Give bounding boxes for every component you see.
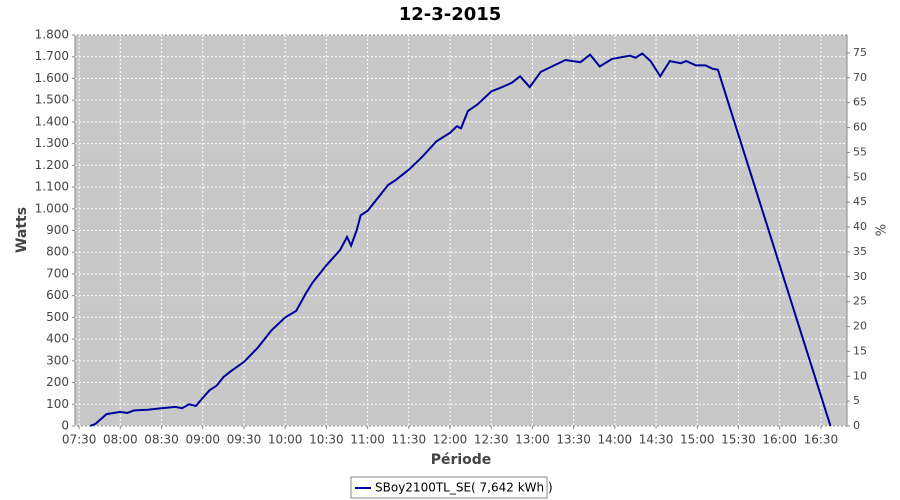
y2-tick-label: 20: [853, 320, 867, 333]
y-axis-label: Watts: [14, 207, 30, 253]
y2-tick-label: 25: [853, 295, 867, 308]
y-tick-label: 200: [46, 375, 69, 389]
y2-tick-label: 5: [853, 394, 860, 407]
y-tick-label: 0: [61, 419, 69, 433]
y-tick-label: 1.400: [35, 114, 69, 128]
x-tick-label: 09:30: [227, 433, 262, 447]
y-tick-label: 100: [46, 397, 69, 411]
y-tick-label: 500: [46, 310, 69, 324]
x-tick-label: 07:30: [62, 433, 97, 447]
y-tick-label: 1.800: [35, 28, 69, 42]
y-tick-label: 1.700: [35, 49, 69, 63]
x-tick-label: 08:00: [103, 433, 138, 447]
x-tick-label: 16:00: [762, 433, 797, 447]
y-tick-label: 800: [46, 245, 69, 259]
y-tick-label: 900: [46, 223, 69, 237]
x-tick-label: 13:30: [556, 433, 591, 447]
y-tick-label: 1.000: [35, 201, 69, 215]
y-tick-label: 300: [46, 353, 69, 367]
x-tick-label: 14:30: [639, 433, 674, 447]
y2-tick-label: 30: [853, 270, 867, 283]
y2-tick-label: 50: [853, 170, 867, 183]
y-tick-label: 400: [46, 332, 69, 346]
y2-tick-label: 40: [853, 220, 867, 233]
y2-tick-label: 35: [853, 245, 867, 258]
legend-box: [350, 476, 548, 499]
x-tick-label: 15:00: [680, 433, 715, 447]
x-tick-label: 09:00: [185, 433, 220, 447]
x-tick-label: 11:00: [350, 433, 385, 447]
y-tick-label: 1.100: [35, 180, 69, 194]
y-tick-label: 1.300: [35, 136, 69, 150]
x-tick-label: 11:30: [392, 433, 427, 447]
y-tick-label: 1.200: [35, 158, 69, 172]
y2-tick-label: 60: [853, 121, 867, 134]
y2-tick-label: 0: [853, 419, 860, 432]
y-tick-label: 1.600: [35, 71, 69, 85]
x-tick-label: 12:30: [474, 433, 509, 447]
y-tick-label: 600: [46, 288, 69, 302]
x-tick-label: 12:00: [433, 433, 468, 447]
x-tick-label: 14:00: [598, 433, 633, 447]
y-tick-label: 700: [46, 266, 69, 280]
x-tick-label: 08:30: [144, 433, 179, 447]
x-axis-label: Période: [431, 452, 492, 468]
y2-tick-label: 45: [853, 195, 867, 208]
x-tick-label: 10:00: [268, 433, 303, 447]
data-line: [89, 52, 832, 427]
y2-tick-label: 75: [853, 46, 867, 59]
y2-tick-label: 15: [853, 344, 867, 357]
chart-title: 12-3-2015: [399, 4, 502, 25]
y2-tick-label: 10: [853, 369, 867, 382]
x-tick-label: 15:30: [721, 433, 756, 447]
y2-tick-label: 65: [853, 96, 867, 109]
y-tick-label: 1.500: [35, 93, 69, 107]
x-tick-label: 16:30: [804, 433, 839, 447]
y2-tick-label: 55: [853, 145, 867, 158]
legend-label: SBoy2100TL_SE( 7,642 kWh ): [375, 481, 553, 495]
x-tick-label: 10:30: [309, 433, 344, 447]
y2-tick-label: 70: [853, 71, 867, 84]
x-tick-label: 13:00: [515, 433, 550, 447]
y2-axis-label: %: [875, 224, 890, 236]
